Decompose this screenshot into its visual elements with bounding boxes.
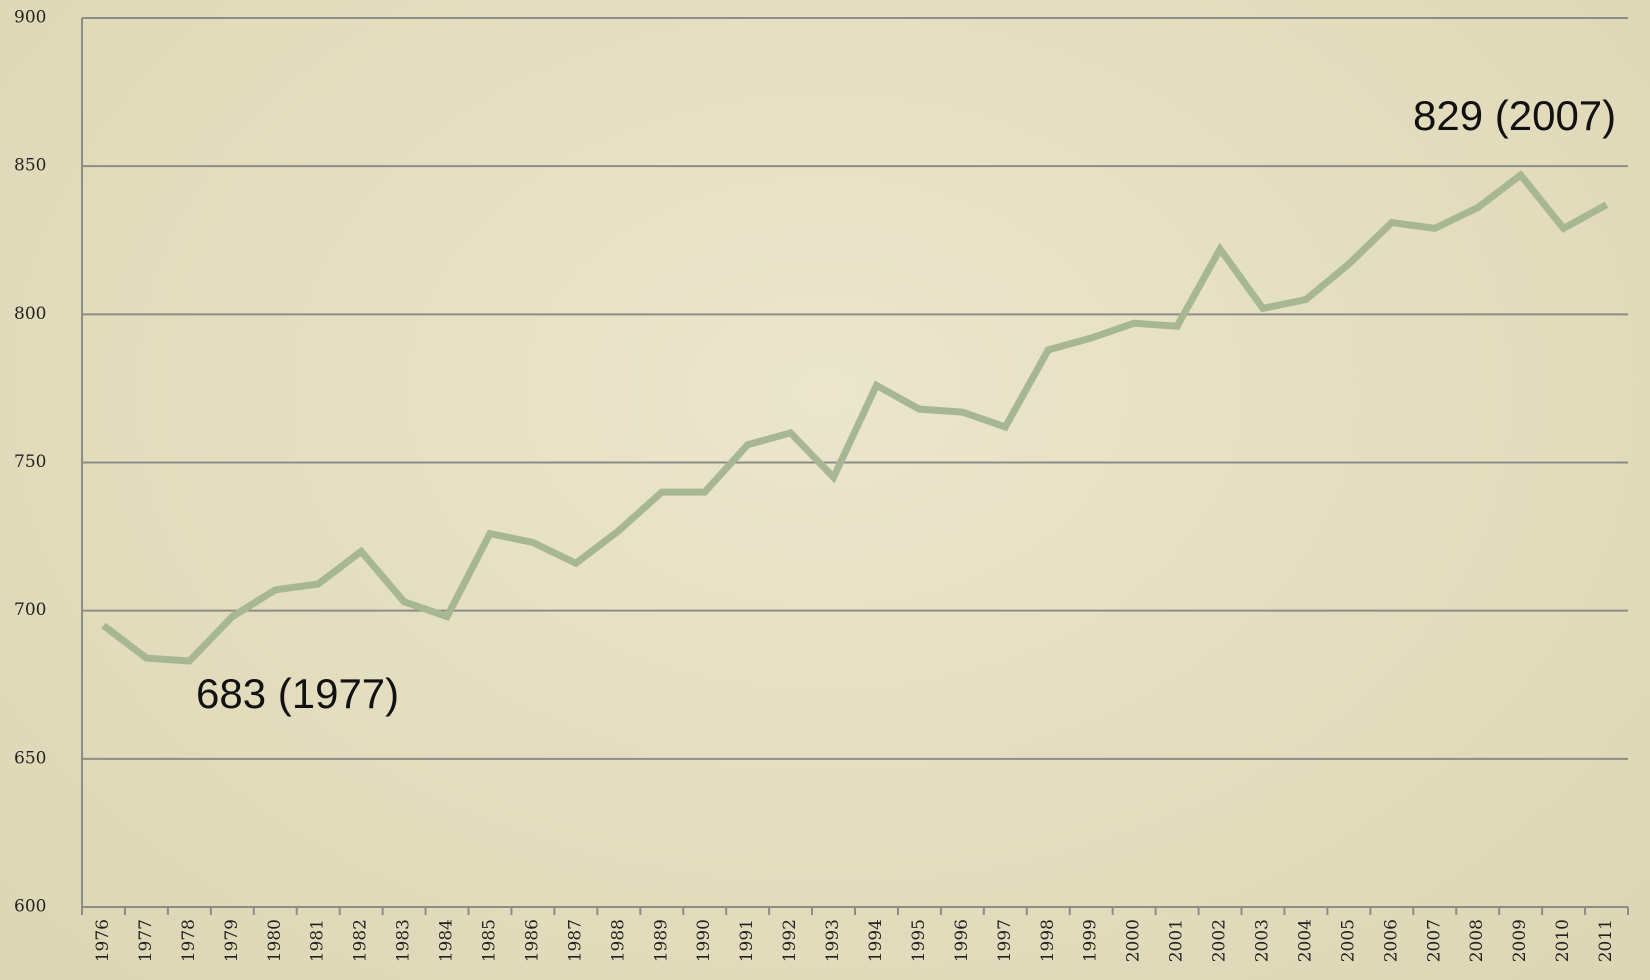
x-tick-label: 1985	[479, 919, 499, 962]
x-tick-label: 1996	[952, 919, 972, 962]
annotation: 683 (1977)	[196, 670, 399, 717]
x-tick-label: 1989	[651, 919, 671, 962]
x-tick-label: 1982	[351, 919, 371, 962]
x-tick-label: 2009	[1510, 919, 1530, 962]
x-tick-label: 1986	[522, 919, 542, 962]
x-tick-label: 1979	[222, 919, 242, 962]
x-tick-label: 1984	[437, 919, 457, 962]
y-tick-label: 700	[14, 600, 46, 620]
x-tick-label: 1997	[995, 919, 1015, 962]
x-tick-label: 2000	[1124, 919, 1144, 962]
y-tick-label: 750	[14, 452, 46, 472]
x-tick-label: 1981	[308, 919, 328, 962]
x-tick-label: 2007	[1424, 919, 1444, 962]
x-tick-label: 1988	[608, 919, 628, 962]
x-tick-label: 1998	[1038, 919, 1058, 962]
x-tick-label: 1978	[179, 919, 199, 962]
x-tick-label: 1994	[866, 919, 886, 962]
x-tick-label: 2003	[1252, 919, 1272, 962]
x-tick-label: 1991	[737, 919, 757, 962]
x-tick-label: 2004	[1295, 919, 1315, 962]
x-tick-label: 1999	[1081, 919, 1101, 962]
x-tick-label: 1987	[565, 919, 585, 962]
y-tick-label: 900	[14, 8, 46, 28]
x-tick-label: 1993	[823, 919, 843, 962]
x-tick-label: 2005	[1338, 919, 1358, 962]
x-tick-label: 1980	[265, 919, 285, 962]
y-tick-label: 650	[14, 748, 46, 768]
x-tick-label: 1976	[93, 919, 113, 962]
x-tick-label: 2011	[1596, 919, 1616, 962]
x-tick-label: 1983	[394, 919, 414, 962]
x-tick-label: 2006	[1381, 919, 1401, 962]
x-tick-label: 2008	[1467, 919, 1487, 962]
y-tick-label: 600	[14, 897, 46, 917]
x-tick-label: 2001	[1167, 919, 1187, 962]
y-tick-label: 850	[14, 156, 46, 176]
x-tick-label: 2002	[1210, 919, 1230, 962]
annotation: 829 (2007)	[1413, 92, 1616, 139]
x-tick-label: 1990	[694, 919, 714, 962]
x-tick-label: 1977	[136, 919, 156, 962]
x-tick-label: 2010	[1553, 919, 1573, 962]
data-line	[101, 170, 1609, 665]
x-tick-label: 1992	[780, 919, 800, 962]
x-tick-label: 1995	[909, 919, 929, 962]
y-tick-label: 800	[14, 304, 46, 324]
